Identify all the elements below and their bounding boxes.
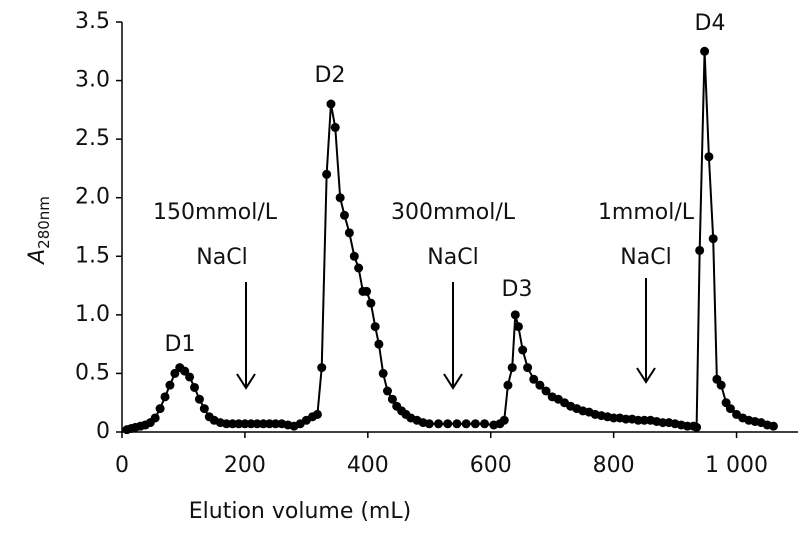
data-point: [507, 363, 517, 373]
arrow-head: [236, 373, 256, 390]
data-point: [362, 286, 372, 296]
data-point: [470, 419, 480, 429]
data-point: [443, 419, 453, 429]
data-point: [349, 251, 359, 261]
y-tick-label: 3.0: [75, 68, 110, 93]
x-tick-label: 200: [224, 453, 266, 478]
data-point: [354, 263, 364, 273]
data-point: [322, 169, 332, 179]
data-point: [424, 419, 434, 429]
data-point: [387, 394, 397, 404]
data-point: [725, 404, 735, 414]
data-point: [513, 322, 523, 332]
y-label-subscript: 280nm: [35, 196, 53, 249]
y-tick-label: 2.0: [75, 185, 110, 210]
annotation: D3: [502, 277, 533, 302]
data-point: [370, 322, 380, 332]
data-point: [541, 386, 551, 396]
data-point: [518, 345, 528, 355]
data-line: [126, 51, 774, 431]
data-point: [700, 46, 710, 56]
data-point: [503, 380, 513, 390]
data-point: [704, 152, 714, 162]
x-tick-label: 0: [115, 453, 129, 478]
annotation: NaCl: [620, 245, 671, 270]
data-point: [695, 245, 705, 255]
data-point: [535, 380, 545, 390]
data-point: [366, 298, 376, 308]
x-tick-label: 600: [470, 453, 512, 478]
data-point: [199, 404, 209, 414]
annotation: D1: [165, 332, 196, 357]
y-tick-label: 0.5: [75, 360, 110, 385]
arrow-head: [636, 367, 656, 384]
data-point: [461, 419, 471, 429]
data-point: [339, 210, 349, 220]
data-point: [160, 392, 170, 402]
data-point: [185, 372, 195, 382]
data-point: [378, 368, 388, 378]
data-point: [708, 234, 718, 244]
data-point: [326, 99, 336, 109]
annotation: D4: [695, 11, 726, 36]
data-point: [768, 421, 778, 431]
annotation: D2: [315, 63, 346, 88]
x-tick-label: 800: [593, 453, 635, 478]
data-point: [523, 363, 533, 373]
data-point: [433, 419, 443, 429]
y-tick-label: 3.5: [75, 9, 110, 34]
y-tick-label: 1.0: [75, 302, 110, 327]
y-tick-label: 0: [96, 419, 110, 444]
data-point: [344, 228, 354, 238]
data-point: [194, 394, 204, 404]
data-point: [510, 310, 520, 320]
arrow-head: [443, 373, 463, 390]
data-point: [382, 386, 392, 396]
data-point: [330, 122, 340, 132]
y-tick-label: 1.5: [75, 243, 110, 268]
data-point: [335, 193, 345, 203]
data-point: [529, 374, 539, 384]
data-point: [480, 419, 490, 429]
data-point: [190, 382, 200, 392]
y-label-symbol: A: [25, 249, 50, 266]
data-point: [317, 363, 327, 373]
data-point: [150, 413, 160, 423]
y-axis-label: A280nm: [25, 196, 53, 266]
data-point: [692, 422, 702, 432]
y-tick-label: 2.5: [75, 126, 110, 151]
data-point: [165, 380, 175, 390]
data-point: [374, 339, 384, 349]
data-point: [452, 419, 462, 429]
data-point: [312, 409, 322, 419]
x-tick-label: 1 000: [705, 453, 768, 478]
annotation: 300mmol/L: [391, 200, 516, 225]
annotation: 1mmol/L: [598, 200, 695, 225]
x-axis-label: Elution volume (mL): [189, 499, 411, 524]
data-point: [499, 415, 509, 425]
data-point: [155, 404, 165, 414]
annotation: 150mmol/L: [153, 200, 278, 225]
x-tick-label: 400: [347, 453, 389, 478]
annotation: NaCl: [427, 245, 478, 270]
data-point: [716, 380, 726, 390]
annotation: NaCl: [196, 245, 247, 270]
